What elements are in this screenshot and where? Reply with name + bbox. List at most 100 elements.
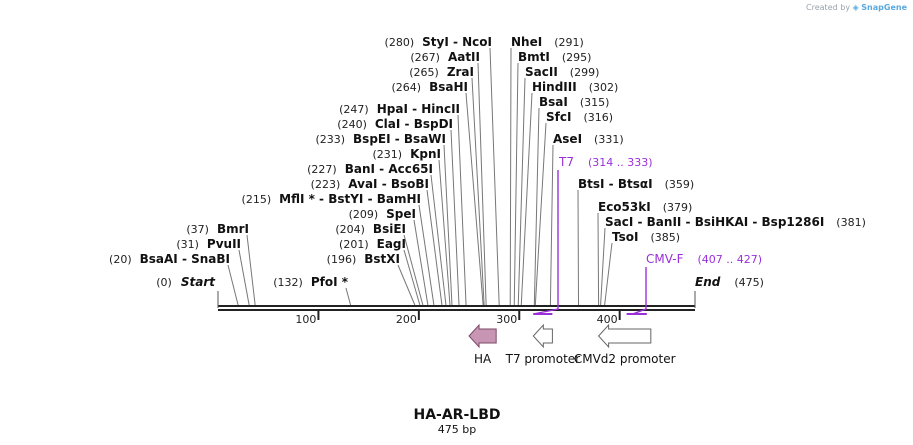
site-position: (132): [273, 276, 303, 289]
site-nhei: NheI (291): [511, 35, 584, 49]
site-position: (247): [339, 103, 369, 116]
site-leader: [534, 122, 547, 306]
site-position: (267): [410, 51, 440, 64]
credit-brand: SnapGene: [861, 3, 907, 12]
site-leader: [577, 189, 580, 306]
site-position: (381): [836, 216, 866, 229]
site-name: PvuII: [207, 237, 241, 251]
site-name: SpeI: [386, 207, 416, 221]
primer-binding-line: [533, 170, 559, 315]
site-pfoi: (132) PfoI *: [273, 275, 348, 289]
site-position: (385): [650, 231, 680, 244]
site-name: BmtI: [518, 50, 550, 64]
site-leader: [604, 242, 613, 306]
site-position: (379): [663, 201, 693, 214]
feature-label-ha: HA: [474, 352, 492, 366]
map-title: HA-AR-LBD: [413, 407, 500, 423]
site-position: (215): [242, 193, 272, 206]
site-position: (31): [176, 238, 199, 251]
site-position: (227): [307, 163, 337, 176]
site-pvuii: (31) PvuII: [176, 237, 241, 251]
site-position: (196): [327, 253, 357, 266]
site-position: (209): [349, 208, 379, 221]
site-leader: [465, 92, 484, 306]
site-name: BsaI: [539, 95, 568, 109]
site-clai-bspdi: (240) ClaI - BspDI: [337, 117, 453, 131]
site-leader: [520, 92, 533, 306]
site-btsi-bts-i: BtsI - BtsαI (359): [578, 177, 694, 191]
site-name: KpnI: [410, 147, 441, 161]
site-bani-acc65i: (227) BanI - Acc65I: [307, 162, 433, 176]
site-name: SacII: [525, 65, 558, 79]
site-leader: [509, 47, 512, 306]
site-name: BstXI: [364, 252, 400, 266]
site-position: (204): [335, 223, 365, 236]
primer-name: CMV-F: [646, 252, 684, 266]
site-eco53ki: Eco53kI (379): [598, 200, 692, 214]
site-leader: [477, 62, 487, 306]
site-aatii: (267) AatII: [410, 50, 480, 64]
site-leader: [513, 62, 519, 306]
site-name: ZraI: [447, 65, 474, 79]
site-leader: [246, 234, 256, 306]
site-name: HpaI - HincII: [377, 102, 460, 116]
snapgene-credit: Created by ◈ SnapGene: [806, 3, 907, 12]
site-tsoi: TsoI (385): [612, 230, 680, 244]
backbone: (0) Start End (475): [156, 275, 764, 311]
site-name: BsiEI: [373, 222, 406, 236]
end-label-end: End (475): [695, 275, 764, 289]
site-name: AvaI - BsoBI: [348, 177, 429, 191]
site-sfci: SfcI (316): [546, 110, 613, 124]
map-title-block: HA-AR-LBD 475 bp: [413, 407, 500, 436]
feature-arrow-cmvd2-promoter: [597, 323, 652, 349]
primer-name: T7: [558, 155, 574, 169]
site-bsahi: (264) BsaHI: [392, 80, 469, 94]
site-bspei-bsawi: (233) BspEI - BsaWI: [315, 132, 446, 146]
site-leader: [413, 219, 429, 306]
site-name: TsoI: [612, 230, 638, 244]
site-spei: (209) SpeI: [349, 207, 416, 221]
site-leader: [457, 114, 467, 306]
site-bsiei: (204) BsiEI: [335, 222, 406, 236]
site-name: SacI - BanII - BsiHKAI - Bsp1286I: [605, 215, 824, 229]
site-leader: [438, 159, 451, 306]
site-kpni: (231) KpnI: [373, 147, 442, 161]
site-name: EagI: [377, 237, 406, 251]
site-position: (299): [570, 66, 600, 79]
site-leader: [418, 204, 435, 306]
end-label-start: (0) Start: [156, 275, 216, 289]
site-position: (223): [311, 178, 341, 191]
site-position: (233): [315, 133, 345, 146]
site-leader: [450, 129, 460, 306]
site-name: BanI - Acc65I: [345, 162, 433, 176]
site-name: Eco53kI: [598, 200, 651, 214]
site-name: StyI - NcoI: [422, 35, 492, 49]
site-name: BsaHI: [429, 80, 468, 94]
site-name: HindIII: [532, 80, 577, 94]
site-position: (315): [580, 96, 610, 109]
site-name: PfoI *: [311, 275, 349, 289]
site-leader: [443, 144, 453, 306]
site-position: (295): [562, 51, 592, 64]
site-labels: (280) StyI - NcoI(267) AatII(265) ZraI(264)…: [109, 35, 866, 289]
feature-arrow-t7-promoter: [532, 323, 553, 349]
site-leader: [549, 144, 554, 306]
site-name: SfcI: [546, 110, 571, 124]
site-bsai: BsaI (315): [539, 95, 609, 109]
site-leader: [517, 77, 526, 306]
end-position: (0): [156, 276, 172, 289]
site-avai-bsobi: (223) AvaI - BsoBI: [311, 177, 429, 191]
site-bmri: (37) BmrI: [186, 222, 249, 236]
site-position: (37): [186, 223, 209, 236]
site-mfli-bstyi-bamhi: (215) MflI * - BstYI - BamHI: [242, 192, 421, 206]
site-position: (359): [665, 178, 695, 191]
site-leader: [489, 47, 500, 306]
site-sacii: SacII (299): [525, 65, 599, 79]
site-position: (302): [589, 81, 619, 94]
feature-label-cmvd2-promoter: CMVd2 promoter: [574, 352, 676, 366]
credit-prefix: Created by: [806, 3, 851, 12]
tick-label: 100: [295, 313, 316, 326]
site-leader: [403, 249, 421, 306]
site-name: BspEI - BsaWI: [353, 132, 446, 146]
